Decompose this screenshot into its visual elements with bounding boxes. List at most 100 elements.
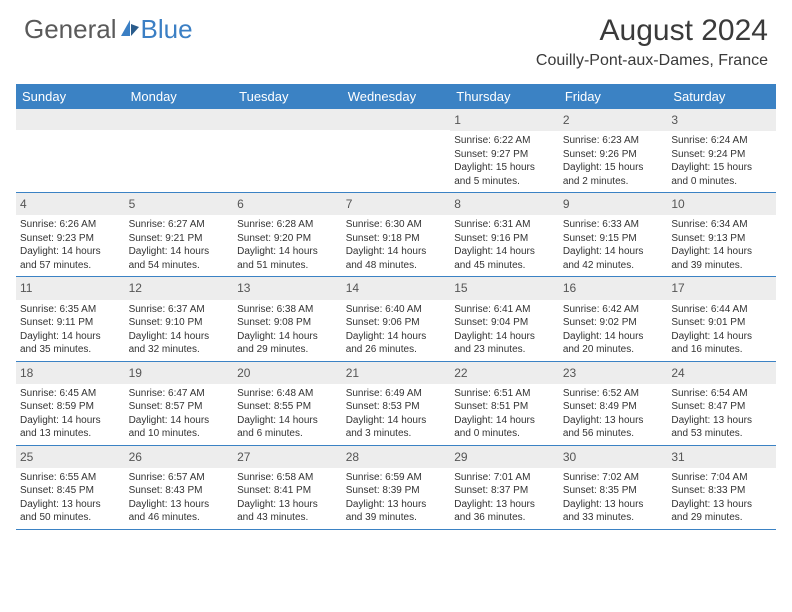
day-number: 6 — [233, 193, 342, 215]
sunset-text: Sunset: 9:02 PM — [563, 316, 664, 330]
sunset-text: Sunset: 9:27 PM — [454, 148, 555, 162]
sunrise-text: Sunrise: 6:33 AM — [563, 218, 664, 232]
daylight-text-2: and 0 minutes. — [671, 175, 772, 189]
page-title: August 2024 — [536, 14, 768, 48]
calendar-cell: 7Sunrise: 6:30 AMSunset: 9:18 PMDaylight… — [342, 193, 451, 276]
calendar-cell: 20Sunrise: 6:48 AMSunset: 8:55 PMDayligh… — [233, 362, 342, 445]
week-row: 1Sunrise: 6:22 AMSunset: 9:27 PMDaylight… — [16, 109, 776, 193]
day-number: 26 — [125, 446, 234, 468]
sunset-text: Sunset: 9:23 PM — [20, 232, 121, 246]
daylight-text-1: Daylight: 13 hours — [454, 498, 555, 512]
daylight-text-1: Daylight: 14 hours — [346, 245, 447, 259]
daylight-text-1: Daylight: 15 hours — [671, 161, 772, 175]
day-number: 22 — [450, 362, 559, 384]
sunset-text: Sunset: 8:51 PM — [454, 400, 555, 414]
calendar-cell: 2Sunrise: 6:23 AMSunset: 9:26 PMDaylight… — [559, 109, 668, 192]
calendar-cell — [342, 109, 451, 192]
daylight-text-1: Daylight: 14 hours — [129, 330, 230, 344]
daylight-text-2: and 48 minutes. — [346, 259, 447, 273]
week-row: 18Sunrise: 6:45 AMSunset: 8:59 PMDayligh… — [16, 362, 776, 446]
daylight-text-2: and 3 minutes. — [346, 427, 447, 441]
week-row: 25Sunrise: 6:55 AMSunset: 8:45 PMDayligh… — [16, 446, 776, 530]
daylight-text-1: Daylight: 13 hours — [346, 498, 447, 512]
sunrise-text: Sunrise: 7:02 AM — [563, 471, 664, 485]
sunrise-text: Sunrise: 6:57 AM — [129, 471, 230, 485]
daylight-text-1: Daylight: 14 hours — [20, 330, 121, 344]
daylight-text-2: and 50 minutes. — [20, 511, 121, 525]
daylight-text-1: Daylight: 14 hours — [237, 414, 338, 428]
day-number: 23 — [559, 362, 668, 384]
calendar-cell: 10Sunrise: 6:34 AMSunset: 9:13 PMDayligh… — [667, 193, 776, 276]
daylight-text-2: and 45 minutes. — [454, 259, 555, 273]
day-number: 30 — [559, 446, 668, 468]
daylight-text-2: and 2 minutes. — [563, 175, 664, 189]
daylight-text-1: Daylight: 14 hours — [20, 414, 121, 428]
sunset-text: Sunset: 8:35 PM — [563, 484, 664, 498]
daylight-text-2: and 26 minutes. — [346, 343, 447, 357]
day-number: 4 — [16, 193, 125, 215]
daylight-text-1: Daylight: 15 hours — [563, 161, 664, 175]
sunrise-text: Sunrise: 6:47 AM — [129, 387, 230, 401]
calendar-cell: 31Sunrise: 7:04 AMSunset: 8:33 PMDayligh… — [667, 446, 776, 529]
daylight-text-2: and 10 minutes. — [129, 427, 230, 441]
calendar-cell: 30Sunrise: 7:02 AMSunset: 8:35 PMDayligh… — [559, 446, 668, 529]
daylight-text-2: and 6 minutes. — [237, 427, 338, 441]
week-row: 4Sunrise: 6:26 AMSunset: 9:23 PMDaylight… — [16, 193, 776, 277]
daylight-text-1: Daylight: 15 hours — [454, 161, 555, 175]
daylight-text-1: Daylight: 14 hours — [454, 330, 555, 344]
day-number — [233, 109, 342, 130]
daylight-text-1: Daylight: 13 hours — [671, 498, 772, 512]
sunrise-text: Sunrise: 6:58 AM — [237, 471, 338, 485]
sunrise-text: Sunrise: 6:44 AM — [671, 303, 772, 317]
daylight-text-1: Daylight: 14 hours — [346, 330, 447, 344]
daylight-text-1: Daylight: 13 hours — [671, 414, 772, 428]
calendar-cell: 1Sunrise: 6:22 AMSunset: 9:27 PMDaylight… — [450, 109, 559, 192]
daylight-text-2: and 29 minutes. — [671, 511, 772, 525]
calendar-cell: 25Sunrise: 6:55 AMSunset: 8:45 PMDayligh… — [16, 446, 125, 529]
sunset-text: Sunset: 8:43 PM — [129, 484, 230, 498]
sunset-text: Sunset: 9:13 PM — [671, 232, 772, 246]
sunset-text: Sunset: 8:37 PM — [454, 484, 555, 498]
calendar-cell: 8Sunrise: 6:31 AMSunset: 9:16 PMDaylight… — [450, 193, 559, 276]
weeks-container: 1Sunrise: 6:22 AMSunset: 9:27 PMDaylight… — [16, 109, 776, 530]
daylight-text-2: and 0 minutes. — [454, 427, 555, 441]
day-number: 17 — [667, 277, 776, 299]
day-number: 12 — [125, 277, 234, 299]
daylight-text-2: and 16 minutes. — [671, 343, 772, 357]
sunrise-text: Sunrise: 6:52 AM — [563, 387, 664, 401]
sunrise-text: Sunrise: 6:37 AM — [129, 303, 230, 317]
calendar-cell: 14Sunrise: 6:40 AMSunset: 9:06 PMDayligh… — [342, 277, 451, 360]
sunset-text: Sunset: 8:59 PM — [20, 400, 121, 414]
sunset-text: Sunset: 8:57 PM — [129, 400, 230, 414]
calendar-cell: 23Sunrise: 6:52 AMSunset: 8:49 PMDayligh… — [559, 362, 668, 445]
calendar-cell: 28Sunrise: 6:59 AMSunset: 8:39 PMDayligh… — [342, 446, 451, 529]
daylight-text-1: Daylight: 14 hours — [237, 245, 338, 259]
day-number: 31 — [667, 446, 776, 468]
daylight-text-2: and 54 minutes. — [129, 259, 230, 273]
week-row: 11Sunrise: 6:35 AMSunset: 9:11 PMDayligh… — [16, 277, 776, 361]
day-number: 18 — [16, 362, 125, 384]
sunrise-text: Sunrise: 7:01 AM — [454, 471, 555, 485]
sunrise-text: Sunrise: 6:24 AM — [671, 134, 772, 148]
daylight-text-1: Daylight: 14 hours — [454, 414, 555, 428]
day-number: 27 — [233, 446, 342, 468]
sunset-text: Sunset: 8:41 PM — [237, 484, 338, 498]
day-number: 11 — [16, 277, 125, 299]
sunrise-text: Sunrise: 6:27 AM — [129, 218, 230, 232]
day-header-sun: Sunday — [16, 84, 125, 109]
day-number: 13 — [233, 277, 342, 299]
sunset-text: Sunset: 8:47 PM — [671, 400, 772, 414]
sunrise-text: Sunrise: 6:59 AM — [346, 471, 447, 485]
sunrise-text: Sunrise: 6:23 AM — [563, 134, 664, 148]
day-number: 1 — [450, 109, 559, 131]
day-number: 10 — [667, 193, 776, 215]
daylight-text-2: and 56 minutes. — [563, 427, 664, 441]
daylight-text-1: Daylight: 13 hours — [563, 414, 664, 428]
sunrise-text: Sunrise: 6:42 AM — [563, 303, 664, 317]
page-subtitle: Couilly-Pont-aux-Dames, France — [536, 52, 768, 70]
sunrise-text: Sunrise: 6:40 AM — [346, 303, 447, 317]
daylight-text-1: Daylight: 13 hours — [129, 498, 230, 512]
day-number: 21 — [342, 362, 451, 384]
daylight-text-2: and 42 minutes. — [563, 259, 664, 273]
daylight-text-1: Daylight: 14 hours — [671, 330, 772, 344]
